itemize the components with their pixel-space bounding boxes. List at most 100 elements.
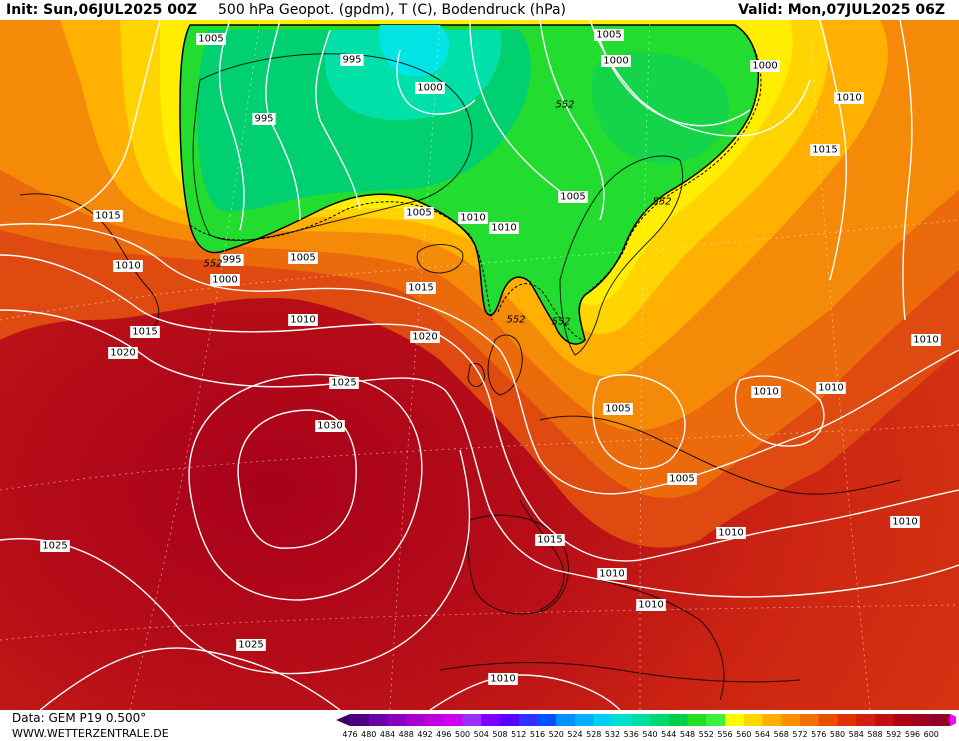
svg-text:1010: 1010 [818, 383, 843, 394]
colorbar-cell [893, 714, 913, 726]
isobar-label: 1010 [911, 334, 941, 346]
isobar-labels: 1005 995 1000 995 1005 1000 1000 1010 1015 1005 10… [40, 29, 941, 685]
isobar-label: 1010 [816, 382, 846, 394]
colorbar-tick-label: 588 [867, 730, 882, 739]
geopotential-trough-cyan [379, 25, 450, 77]
newfoundland-coast [19, 193, 160, 336]
isobar-label: 1025 [329, 377, 359, 389]
isobar-label: 1010 [113, 260, 143, 272]
geopotential-label: 552 [506, 315, 525, 326]
isobar-label: 1005 [558, 191, 588, 203]
colorbar-tick-label: 556 [717, 730, 732, 739]
isobar-label: 1025 [40, 540, 70, 552]
isobars [0, 20, 959, 710]
colorbar-tick-label: 512 [511, 730, 526, 739]
isobar-label: 995 [252, 113, 276, 125]
isobar-label: 1015 [810, 144, 840, 156]
svg-text:1015: 1015 [537, 535, 562, 546]
svg-text:1005: 1005 [290, 253, 315, 264]
colorbar-cell [443, 714, 463, 726]
colorbar-tick-label: 528 [586, 730, 601, 739]
geopotential-label: 552 [555, 100, 574, 111]
svg-text:1025: 1025 [42, 541, 67, 552]
colorbar-cell [350, 714, 370, 726]
isobar-label: 1015 [130, 326, 160, 338]
colorbar-cell [781, 714, 801, 726]
colorbar-cell [481, 714, 501, 726]
init-time: Init: Sun,06JUL2025 00Z [6, 2, 197, 18]
colorbar-cell [725, 714, 745, 726]
colorbar-tick-label: 560 [736, 730, 751, 739]
colorbar-tick-label: 536 [624, 730, 639, 739]
svg-text:995: 995 [222, 255, 241, 266]
colorbar-cell [500, 714, 520, 726]
svg-text:1000: 1000 [603, 56, 628, 67]
svg-text:1010: 1010 [460, 213, 485, 224]
isobar-label: 1010 [488, 673, 518, 685]
colorbar-tick-label: 568 [774, 730, 789, 739]
svg-text:1005: 1005 [406, 208, 431, 219]
svg-text:1015: 1015 [812, 145, 837, 156]
geopotential-label: 552 [652, 197, 671, 208]
iceland-coast [416, 244, 464, 274]
isobar-label: 1010 [716, 527, 746, 539]
svg-text:1005: 1005 [198, 34, 223, 45]
svg-text:1000: 1000 [752, 61, 777, 72]
svg-text:1005: 1005 [560, 192, 585, 203]
isobar-label: 1010 [597, 568, 627, 580]
isobar-label: 1030 [315, 420, 345, 432]
website: WWW.WETTERZENTRALE.DE [12, 727, 169, 740]
colorbar-cell [668, 714, 688, 726]
iberia-coast [467, 514, 569, 615]
isobar-label: 1005 [288, 252, 318, 264]
isobar-label: 1000 [601, 55, 631, 67]
svg-text:1005: 1005 [596, 30, 621, 41]
geopotential-north-green [591, 51, 730, 164]
isobar-label: 1025 [236, 639, 266, 651]
isobar-label: 1015 [535, 534, 565, 546]
colorbar-cell [368, 714, 388, 726]
svg-text:1010: 1010 [913, 335, 938, 346]
color-legend: 476 480 484 488 492 496 500 504 508 512 516 520 524 5… [336, 714, 956, 739]
colorbar-cell [837, 714, 857, 726]
colorbar-cell [593, 714, 613, 726]
north-africa-coast [439, 662, 801, 683]
colorbar-cell [687, 714, 707, 726]
colorbar-tick-label: 544 [661, 730, 676, 739]
svg-text:1005: 1005 [605, 404, 630, 415]
colorbar-tick-label: 596 [905, 730, 920, 739]
colorbar-cell [650, 714, 670, 726]
svg-text:1010: 1010 [638, 600, 663, 611]
colorbar-tick-label: 480 [361, 730, 376, 739]
isobar-label: 1010 [636, 599, 666, 611]
colorbar-cell [818, 714, 838, 726]
colorbar-cell [575, 714, 595, 726]
geopotential-labels: 552 552 552 552 552 [203, 100, 671, 328]
colorbar-cell [537, 714, 557, 726]
colorbar-tick-label: 508 [492, 730, 507, 739]
geopotential-label: 552 [203, 259, 222, 270]
colorbar-tick-label: 552 [699, 730, 714, 739]
colorbar-tick-label: 484 [380, 730, 395, 739]
svg-text:1000: 1000 [212, 275, 237, 286]
svg-text:1000: 1000 [417, 83, 442, 94]
colorbar-tick-label: 580 [830, 730, 845, 739]
isobar-label: 1000 [210, 274, 240, 286]
colorbar-cell [762, 714, 782, 726]
svg-text:1010: 1010 [115, 261, 140, 272]
valid-time: Valid: Mon,07JUL2025 06Z [738, 2, 945, 18]
colorbar-cell [706, 714, 726, 726]
svg-text:1005: 1005 [669, 474, 694, 485]
isobar-label: 1020 [410, 331, 440, 343]
chart-title: 500 hPa Geopot. (gpdm), T (C), Bodendruc… [218, 2, 566, 18]
colorbar-cell [931, 714, 951, 726]
chart-header: Init: Sun,06JUL2025 00Z 500 hPa Geopot. … [0, 0, 959, 20]
isobar-label: 1005 [196, 33, 226, 45]
svg-text:1010: 1010 [491, 223, 516, 234]
colorbar-tick-label: 488 [399, 730, 414, 739]
colorbar-tick-label: 492 [417, 730, 432, 739]
svg-text:1030: 1030 [317, 421, 342, 432]
svg-text:1010: 1010 [836, 93, 861, 104]
isobar-label: 1000 [415, 82, 445, 94]
isobar-label: 1015 [93, 210, 123, 222]
